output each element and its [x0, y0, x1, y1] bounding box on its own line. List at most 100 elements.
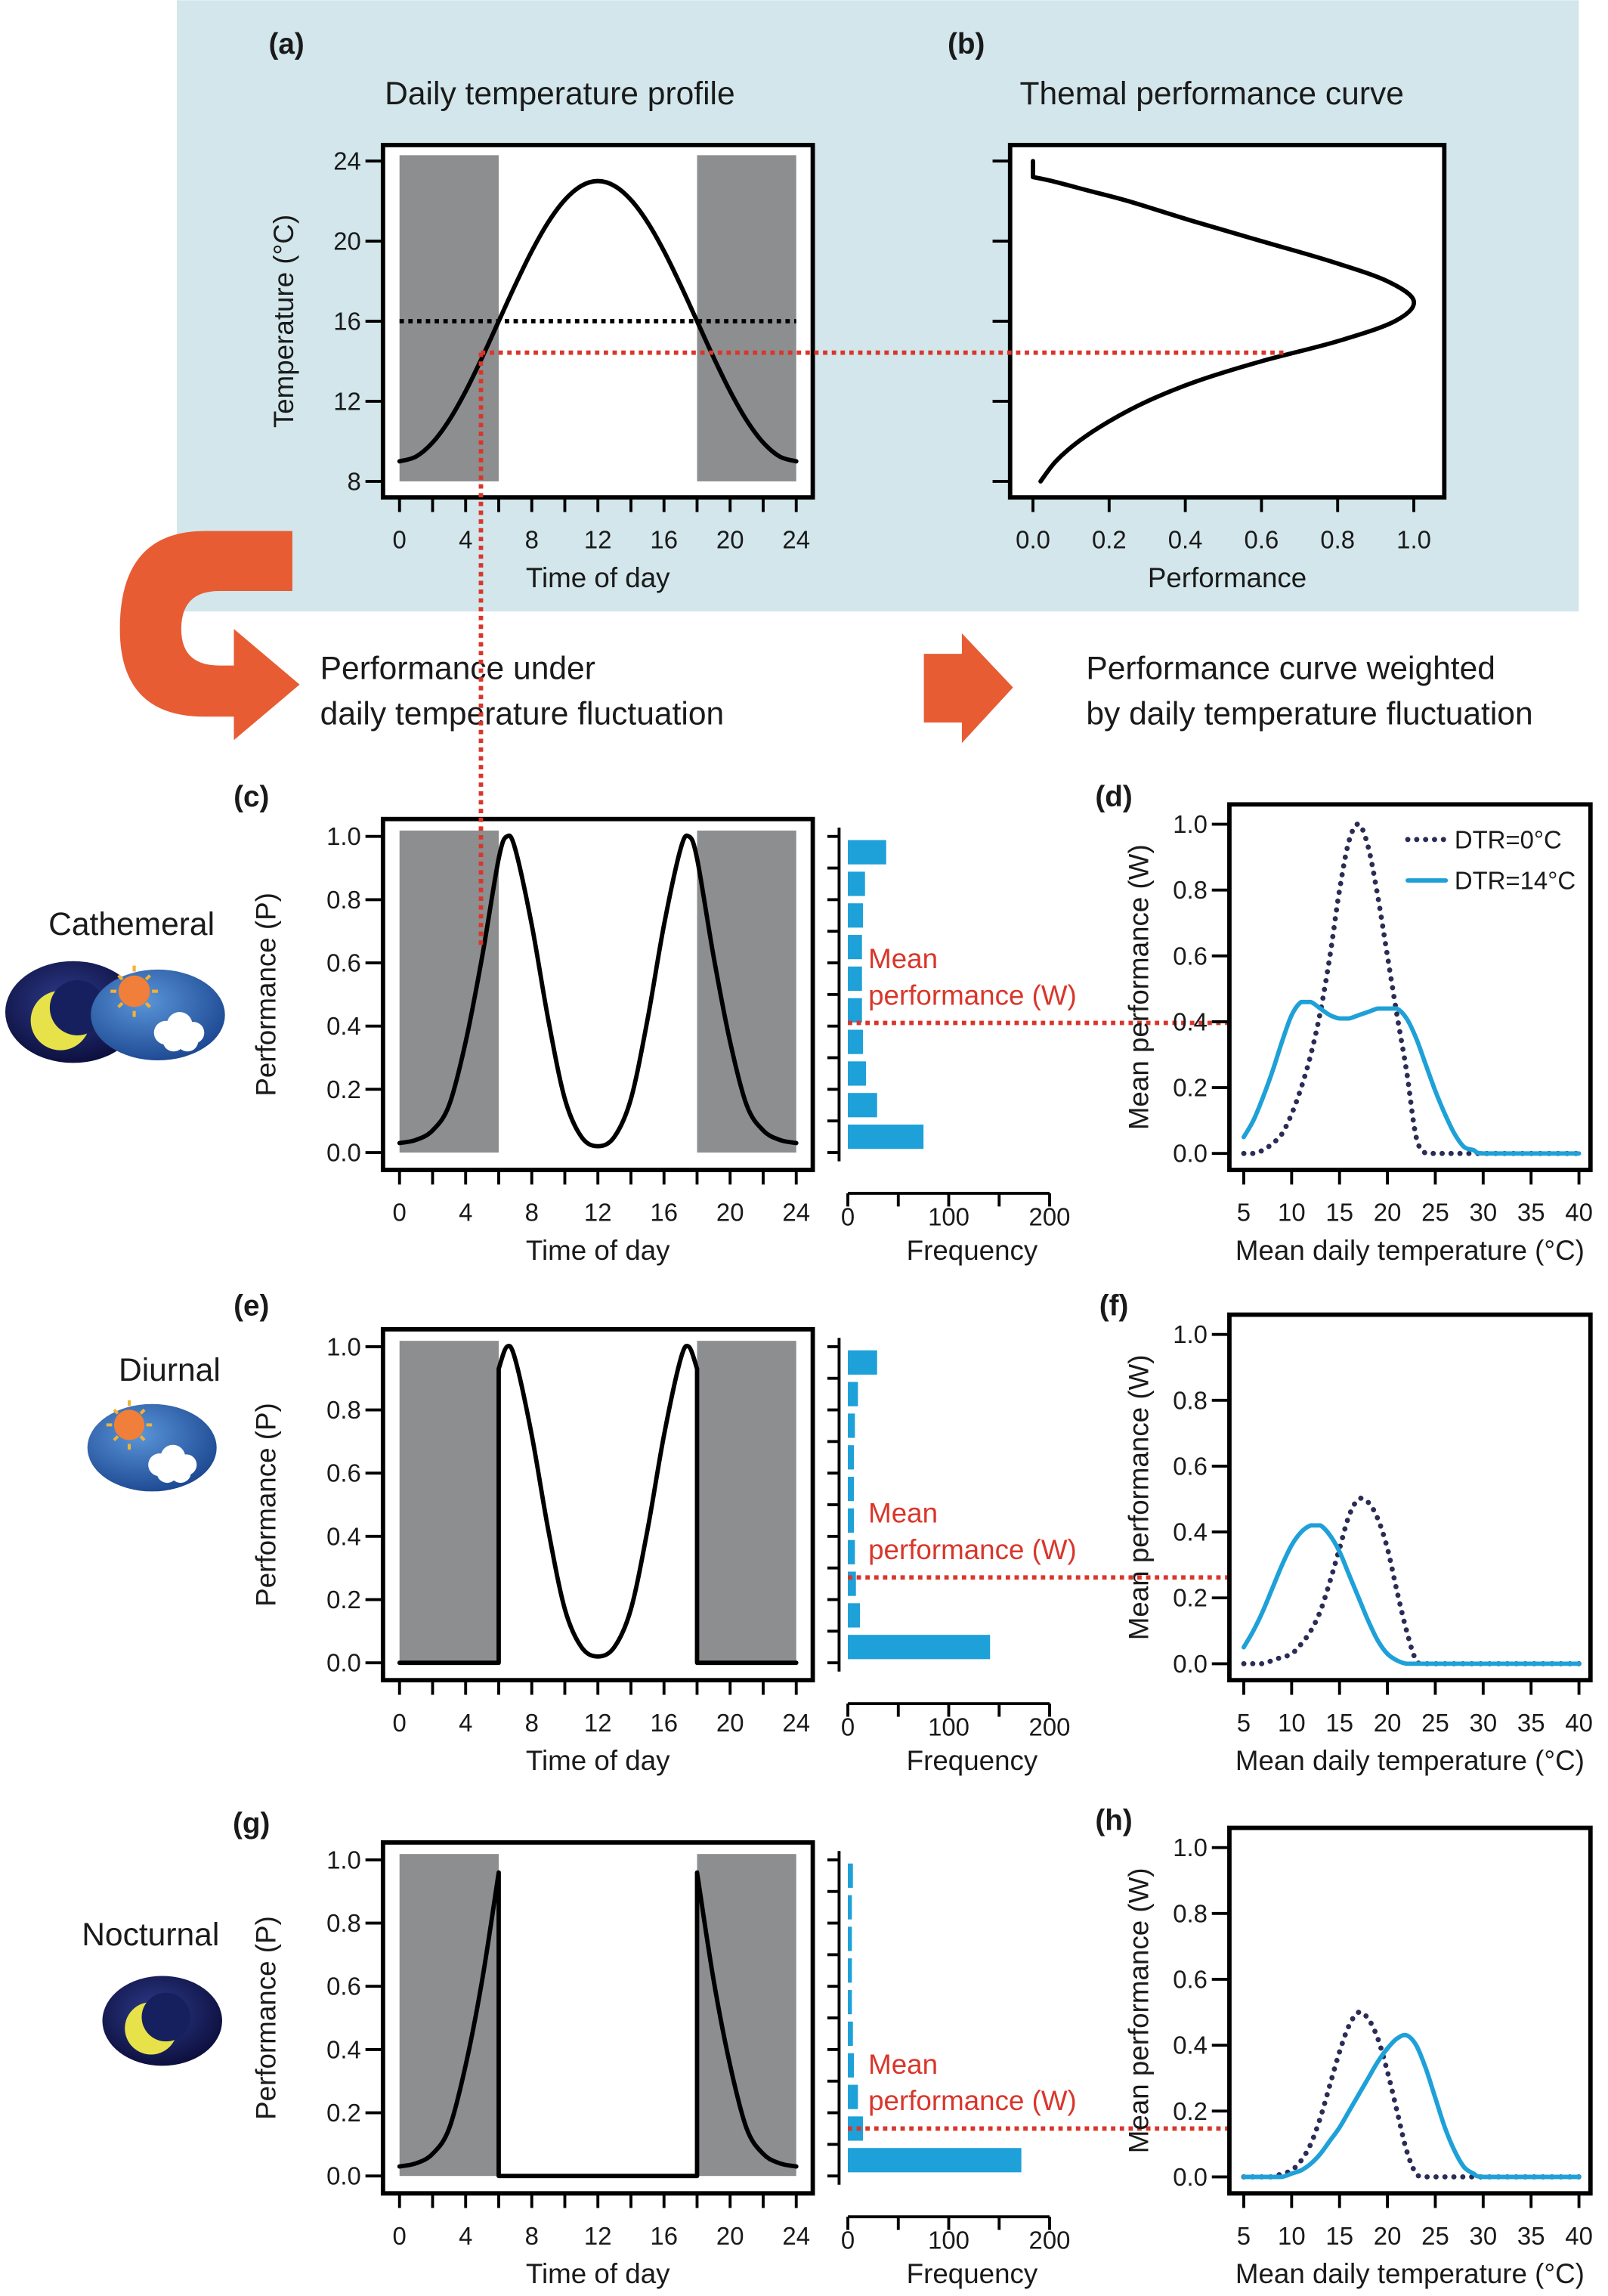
x-tick-label: 15 — [1325, 2222, 1353, 2250]
y-tick-label: 0.0 — [326, 2162, 361, 2190]
x-tick-label: 0 — [841, 1202, 855, 1230]
y-tick-label: 20 — [333, 227, 361, 255]
histogram-bar — [848, 1508, 855, 1533]
x-tick-label: 16 — [650, 1709, 678, 1737]
y-axis-label: Performance (P) — [251, 893, 282, 1097]
x-tick-label: 20 — [716, 1199, 744, 1227]
arrow-text: Performance under — [320, 650, 595, 686]
x-tick-label: 200 — [1029, 1713, 1071, 1741]
data-line — [1241, 2009, 1582, 2180]
histogram-bar — [848, 1990, 852, 2015]
x-tick-label: 35 — [1517, 2222, 1545, 2250]
x-tick-label: 8 — [525, 1199, 539, 1227]
annotation: performance (W) — [868, 1534, 1077, 1565]
histogram-bar — [848, 1029, 864, 1054]
histogram-bar — [848, 2053, 855, 2078]
x-tick-label: 24 — [782, 2222, 810, 2250]
legend-label: DTR=14°C — [1455, 866, 1576, 894]
y-tick-label: 0.8 — [1173, 1899, 1208, 1927]
y-tick-label: 0.2 — [1173, 1074, 1208, 1102]
y-tick-label: 1.0 — [1173, 810, 1208, 838]
x-tick-label: 16 — [650, 1199, 678, 1227]
night-shading — [697, 155, 796, 481]
histogram-bar — [848, 1061, 867, 1086]
plot-area — [1229, 1827, 1591, 2194]
x-tick-label: 35 — [1517, 1709, 1545, 1737]
y-tick-label: 0.4 — [326, 2035, 361, 2063]
x-tick-label: 5 — [1237, 1709, 1251, 1737]
histogram-bar — [848, 2148, 1022, 2173]
x-tick-label: 8 — [525, 526, 539, 554]
x-tick-label: 100 — [928, 1202, 969, 1230]
x-tick-label: 200 — [1029, 1202, 1071, 1230]
arrow-text: by daily temperature fluctuation — [1086, 695, 1532, 732]
y-tick-label: 0.6 — [326, 1459, 361, 1487]
x-tick-label: 4 — [459, 2222, 472, 2250]
histogram-bar — [848, 1571, 856, 1596]
y-axis-label: Performance (P) — [251, 1916, 282, 2120]
data-line — [1242, 1523, 1582, 1666]
annotation: Mean — [868, 1498, 938, 1529]
x-axis-label: Frequency — [907, 1745, 1038, 1776]
y-tick-label: 0.0 — [326, 1649, 361, 1677]
x-tick-label: 0.0 — [1016, 526, 1050, 554]
histogram-bar — [848, 903, 864, 928]
x-tick-label: 0 — [841, 2226, 855, 2254]
y-tick-label: 1.0 — [1173, 1833, 1208, 1861]
x-tick-label: 5 — [1237, 2222, 1251, 2250]
histogram-bar — [848, 1125, 924, 1150]
x-tick-label: 200 — [1029, 2226, 1071, 2254]
x-axis-label: Time of day — [526, 1235, 670, 1266]
panel-label: (a) — [269, 28, 305, 60]
x-axis-label: Frequency — [907, 2258, 1038, 2289]
x-tick-label: 100 — [928, 1713, 969, 1741]
y-tick-label: 0.6 — [1173, 1965, 1208, 1993]
histogram-bar — [848, 1958, 852, 1983]
night-shading — [399, 155, 499, 481]
data-line — [1242, 2032, 1582, 2180]
y-tick-label: 0.2 — [326, 1586, 361, 1614]
y-axis-label: Mean performance (W) — [1124, 1867, 1155, 2153]
x-tick-label: 12 — [584, 1709, 612, 1737]
x-axis-label: Performance — [1148, 562, 1306, 593]
panel-label: (g) — [233, 1807, 270, 1840]
connector-lines — [478, 350, 1287, 945]
plot-frame — [1227, 802, 1593, 1172]
y-tick-label: 0.4 — [1173, 2031, 1208, 2059]
y-tick-label: 0.2 — [1173, 1584, 1208, 1612]
x-tick-label: 24 — [782, 1199, 810, 1227]
x-tick-label: 40 — [1565, 1199, 1593, 1227]
x-tick-label: 20 — [1374, 1199, 1402, 1227]
y-tick-label: 8 — [348, 467, 361, 495]
histogram-bar — [848, 1350, 877, 1375]
panel-label: (d) — [1095, 781, 1132, 813]
y-tick-label: 0.2 — [1173, 2097, 1208, 2125]
x-tick-label: 12 — [584, 526, 612, 554]
histogram-bar — [848, 966, 862, 992]
x-tick-label: 0 — [393, 1199, 407, 1227]
x-tick-label: 25 — [1421, 1199, 1449, 1227]
data-line — [397, 1344, 799, 1666]
arrow-text: daily temperature fluctuation — [320, 695, 725, 732]
panel-title: Themal performance curve — [1020, 76, 1404, 112]
x-tick-label: 30 — [1470, 1199, 1498, 1227]
data-line — [1242, 999, 1582, 1156]
y-axis-label: Mean performance (W) — [1124, 1354, 1155, 1640]
x-tick-label: 4 — [459, 1199, 472, 1227]
histogram-bar — [848, 1093, 877, 1118]
x-axis-label: Mean daily temperature (°C) — [1235, 2258, 1585, 2289]
data-line — [1241, 1496, 1582, 1667]
histogram-bar — [848, 998, 862, 1023]
y-tick-label: 0.0 — [326, 1139, 361, 1167]
plot-frame — [1227, 1312, 1593, 1683]
night-shading — [697, 1341, 796, 1663]
y-tick-label: 12 — [333, 387, 361, 415]
plot-frame — [1227, 1825, 1593, 2196]
annotation: Mean — [868, 943, 938, 974]
y-tick-label: 0.4 — [326, 1012, 361, 1040]
annotation: performance (W) — [868, 979, 1077, 1010]
y-tick-label: 1.0 — [326, 1846, 361, 1874]
x-tick-label: 16 — [650, 2222, 678, 2250]
x-tick-label: 35 — [1517, 1199, 1545, 1227]
